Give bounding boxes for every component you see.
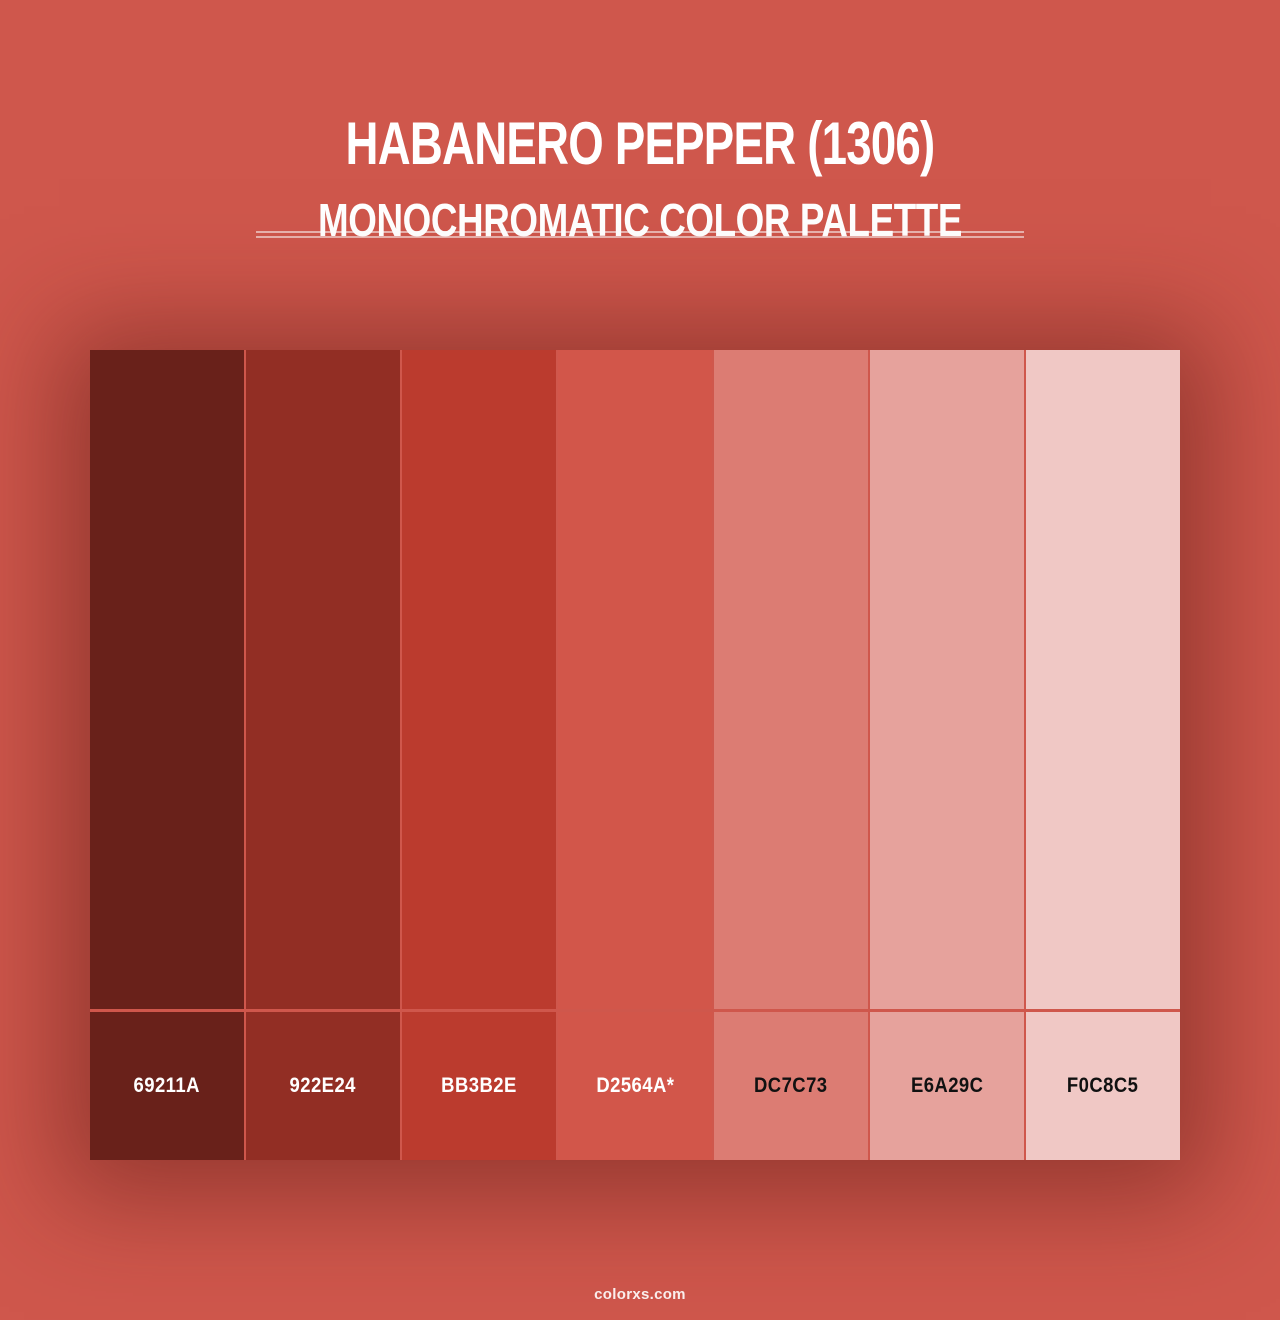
page-subtitle: MONOCHROMATIC COLOR PALETTE <box>317 194 963 247</box>
swatch-hex-label: BB3B2E <box>441 1074 517 1097</box>
swatch-hex-label: DC7C73 <box>754 1074 828 1097</box>
swatch-label-tile: 69211A <box>90 1012 244 1160</box>
swatch-hex-label: E6A29C <box>910 1074 984 1097</box>
swatch-label-tile: BB3B2E <box>402 1012 556 1160</box>
palette-grid: 69211A 922E24 BB3B2E D2564A* DC7C73 E6A29C F0C… <box>90 350 1180 1160</box>
double-line-divider <box>256 231 1024 238</box>
swatch-color-block <box>1026 350 1180 1009</box>
swatch-color-block <box>90 350 244 1009</box>
swatch-color-block <box>714 350 868 1009</box>
watermark: colorxs.com <box>594 1286 686 1303</box>
swatch-color-block <box>246 350 400 1009</box>
swatch-label-tile: D2564A* <box>558 1012 712 1160</box>
swatch-hex-label: F0C8C5 <box>1067 1074 1139 1097</box>
page-title: HABANERO PEPPER (1306) <box>345 110 936 178</box>
swatch-color-block <box>558 350 712 1009</box>
swatch-label-tile: F0C8C5 <box>1026 1012 1180 1160</box>
swatch-hex-label: 922E24 <box>289 1074 357 1097</box>
swatch-label-tile: DC7C73 <box>714 1012 868 1160</box>
swatch-hex-label: 69211A <box>133 1074 201 1097</box>
swatch-hex-label: D2564A* <box>595 1074 675 1097</box>
swatch-label-tile: 922E24 <box>246 1012 400 1160</box>
swatch-color-block <box>870 350 1024 1009</box>
swatch-label-tile: E6A29C <box>870 1012 1024 1160</box>
swatch-color-block <box>402 350 556 1009</box>
